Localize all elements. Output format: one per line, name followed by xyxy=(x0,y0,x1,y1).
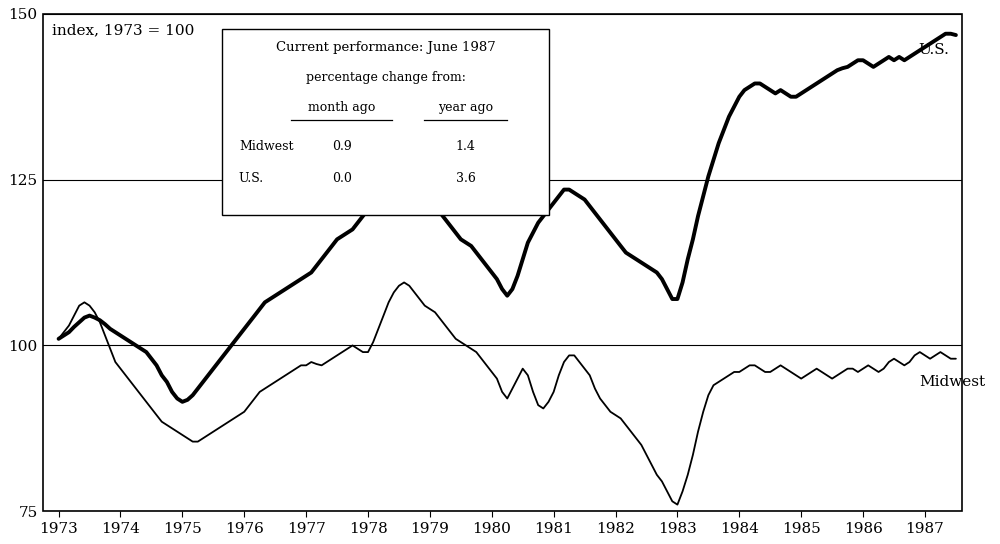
Text: index, 1973 = 100: index, 1973 = 100 xyxy=(52,24,195,38)
Text: Midwest: Midwest xyxy=(239,140,293,153)
Text: 3.6: 3.6 xyxy=(456,172,476,185)
Text: Current performance: June 1987: Current performance: June 1987 xyxy=(276,41,495,54)
Text: U.S.: U.S. xyxy=(919,44,950,57)
Text: 0.0: 0.0 xyxy=(332,172,352,185)
Text: month ago: month ago xyxy=(308,101,375,114)
Text: Midwest: Midwest xyxy=(919,375,985,389)
Text: percentage change from:: percentage change from: xyxy=(306,71,465,84)
FancyBboxPatch shape xyxy=(222,29,549,215)
Text: 0.9: 0.9 xyxy=(332,140,352,153)
Text: year ago: year ago xyxy=(438,101,493,114)
Text: U.S.: U.S. xyxy=(239,172,264,185)
Text: 1.4: 1.4 xyxy=(456,140,476,153)
